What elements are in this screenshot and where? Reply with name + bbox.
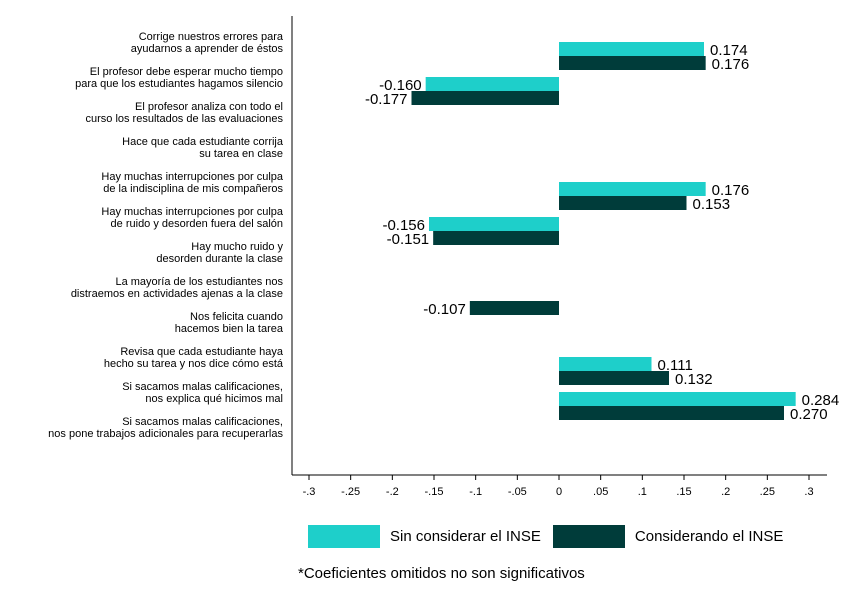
- x-tick-label: .1: [638, 486, 647, 498]
- bar-sin-inse: [559, 42, 704, 56]
- x-tick-label: -.05: [508, 486, 527, 498]
- x-tick-label: .05: [593, 486, 608, 498]
- category-label: Hay muchas interrupciones por culpa de ru…: [101, 206, 283, 230]
- value-label: 0.132: [675, 371, 713, 388]
- value-label: 0.111: [658, 357, 693, 374]
- bar-con-inse: [433, 231, 559, 245]
- value-label: -0.107: [423, 301, 466, 318]
- value-label: 0.153: [693, 196, 731, 213]
- category-label: Nos felicita cuando hacemos bien la tarea: [175, 311, 284, 335]
- bars: [411, 42, 796, 420]
- legend-label-con-inse: Considerando el INSE: [634, 528, 784, 545]
- value-label: 0.176: [712, 182, 750, 199]
- legend: Sin considerar el INSE Considerando el I…: [308, 525, 795, 548]
- category-labels: Corrige nuestros errores para ayudarnos a…: [48, 31, 284, 440]
- category-label: Si sacamos malas calificaciones, nos pone…: [48, 416, 283, 440]
- bar-con-inse: [559, 196, 687, 210]
- category-label: Hace que cada estudiante corrija su tarea…: [122, 136, 284, 160]
- bar-con-inse: [469, 301, 559, 315]
- value-label: 0.270: [790, 406, 828, 423]
- bar-sin-inse: [559, 357, 652, 371]
- x-tick-label: .25: [760, 486, 775, 498]
- x-tick-label: .3: [804, 486, 813, 498]
- x-tick-label: .2: [721, 486, 730, 498]
- bar-con-inse: [559, 371, 669, 385]
- value-label: -0.160: [379, 77, 422, 94]
- x-tick-label: -.2: [386, 486, 399, 498]
- x-tick-label: -.25: [341, 486, 360, 498]
- legend-swatch-sin-inse: [308, 525, 380, 548]
- category-label: El profesor debe esperar mucho tiempo par…: [75, 66, 283, 90]
- value-label: 0.176: [712, 56, 750, 73]
- category-label: Revisa que cada estudiante haya hecho su …: [104, 346, 284, 370]
- footnote: *Coeficientes omitidos no son significat…: [298, 565, 585, 582]
- legend-swatch-con-inse: [552, 525, 625, 548]
- value-label: 0.174: [710, 42, 748, 59]
- value-label: 0.284: [802, 392, 840, 409]
- value-label: -0.156: [382, 217, 425, 234]
- x-tick-label: -.3: [303, 486, 316, 498]
- x-tick-label: -.1: [469, 486, 482, 498]
- legend-item-con-inse: Considerando el INSE: [552, 525, 784, 548]
- bar-sin-inse: [559, 182, 706, 196]
- x-tick-label: -.15: [425, 486, 444, 498]
- bar-sin-inse: [429, 217, 559, 231]
- x-tick-label: 0: [556, 486, 562, 498]
- legend-item-sin-inse: Sin considerar el INSE: [308, 525, 541, 548]
- value-labels: 0.174 -0.160 0.176 -0.156 0.111 0.284 0.176 -0.…: [365, 42, 839, 423]
- x-tick-label: .15: [676, 486, 691, 498]
- legend-label-sin-inse: Sin considerar el INSE: [390, 528, 541, 545]
- bar-sin-inse: [425, 77, 559, 91]
- category-label: El profesor analiza con todo el curso los…: [85, 101, 283, 125]
- category-label: Hay muchas interrupciones por culpa de la…: [101, 171, 283, 195]
- category-label: Hay mucho ruido y desorden durante la cla…: [156, 241, 283, 265]
- bar-con-inse: [559, 56, 706, 70]
- category-label: Corrige nuestros errores para ayudarnos a…: [131, 31, 284, 55]
- bar-con-inse: [559, 406, 784, 420]
- bar-sin-inse: [559, 392, 796, 406]
- x-axis-ticks: -.3 -.25 -.2 -.15 -.1 -.05 0 .05 .1 .15 .2 .25 .3: [303, 475, 814, 498]
- category-label: Si sacamos malas calificaciones, nos expl…: [122, 381, 283, 405]
- value-label: -0.151: [387, 231, 430, 248]
- value-label: -0.177: [365, 91, 408, 108]
- bar-con-inse: [411, 91, 559, 105]
- bar-chart: Corrige nuestros errores para ayudarnos a…: [48, 16, 839, 498]
- category-label: La mayoría de los estudiantes nos distrae…: [71, 276, 284, 300]
